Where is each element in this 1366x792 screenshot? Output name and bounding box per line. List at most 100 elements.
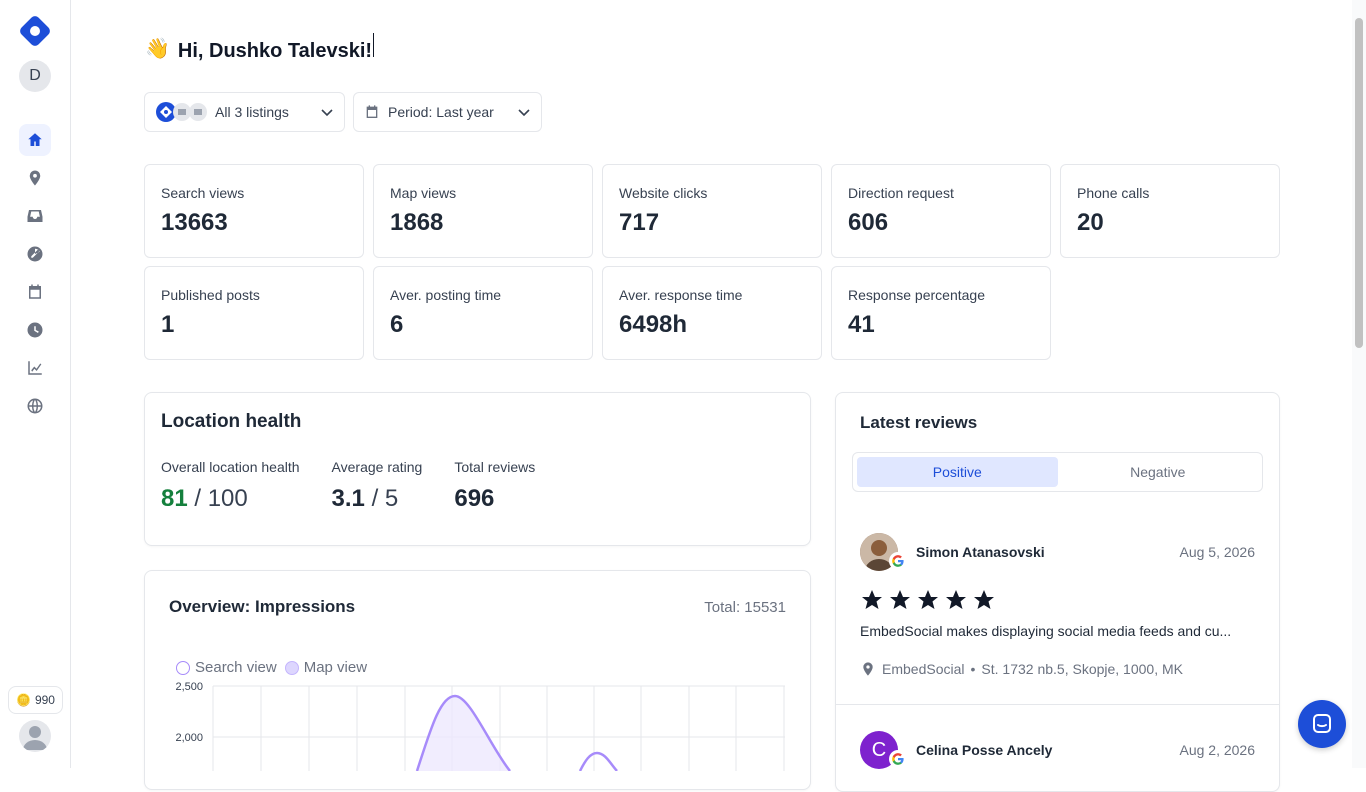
tab-negative[interactable]: Negative	[1130, 464, 1186, 480]
stat-value: 606	[848, 209, 889, 236]
location-pin-icon	[863, 662, 873, 676]
overall-health-value: 81	[161, 485, 188, 512]
y-tick-label: 2,000	[175, 732, 203, 744]
legend-search-view[interactable]: Search view	[176, 659, 277, 676]
coin-icon: 🪙	[16, 693, 31, 707]
stat-value: 41	[848, 311, 875, 338]
overview-impressions-panel: Overview: Impressions Total: 15531 Searc…	[144, 570, 811, 790]
impressions-chart: 2,500 2,000	[175, 681, 785, 771]
tab-positive[interactable]: Positive	[857, 457, 1058, 487]
stat-label: Aver. posting time	[390, 287, 502, 303]
review-tabs: Positive Negative	[852, 452, 1263, 492]
average-rating-max: / 5	[371, 485, 399, 512]
legend-dot-icon	[284, 661, 299, 676]
listing-avatars-icon	[155, 101, 207, 123]
stat-label: Website clicks	[619, 185, 708, 201]
stat-label: Map views	[390, 185, 457, 201]
listings-label: All 3 listings	[215, 104, 289, 120]
nav-calendar-icon[interactable]	[19, 276, 51, 308]
legend-dot-icon	[176, 661, 190, 676]
nav-history-icon[interactable]	[19, 314, 51, 346]
review-date: Aug 5, 2026	[1179, 544, 1255, 560]
stat-card-phone-calls: Phone calls 20	[1060, 164, 1280, 258]
nav-inbox-icon[interactable]	[19, 200, 51, 232]
chat-icon	[1313, 714, 1331, 733]
google-icon	[889, 750, 907, 768]
star-icon	[890, 590, 910, 609]
search-view-line	[415, 694, 511, 771]
user-profile-icon[interactable]	[19, 720, 51, 752]
scrollbar-thumb[interactable]	[1355, 18, 1363, 348]
credits-count: 990	[34, 693, 55, 707]
nav-posts-icon[interactable]	[19, 238, 51, 270]
review-address: St. 1732 nb.5, Skopje, 1000, MK	[981, 661, 1183, 677]
stat-value: 6498h	[619, 311, 688, 338]
account-avatar[interactable]: D	[19, 60, 51, 92]
nav-home-icon[interactable]	[19, 124, 51, 156]
reviewer-name: Celina Posse Ancely	[916, 742, 1053, 758]
star-icon	[974, 590, 994, 609]
stat-value: 13663	[161, 209, 228, 236]
legend-map-view[interactable]: Map view	[284, 659, 368, 676]
overall-health-label: Overall location health	[161, 459, 300, 475]
legend-map-label: Map view	[303, 659, 368, 676]
period-label: Period: Last year	[388, 104, 494, 120]
text-caret	[373, 33, 375, 57]
search-view-line-2	[578, 751, 618, 771]
chat-support-button[interactable]	[1298, 700, 1346, 748]
overview-total: Total: 15531	[704, 599, 786, 616]
credits-badge[interactable]: 🪙 990	[8, 686, 63, 714]
stat-value: 6	[390, 311, 404, 338]
location-health-title: Location health	[161, 411, 302, 432]
stat-label: Direction request	[848, 185, 954, 201]
overview-title: Overview: Impressions	[169, 597, 356, 616]
stat-label: Published posts	[161, 287, 260, 303]
total-reviews-value: 696	[454, 485, 495, 512]
total-reviews-label: Total reviews	[454, 459, 536, 475]
stat-card-direction-request: Direction request 606	[831, 164, 1051, 258]
legend-search-label: Search view	[195, 659, 277, 676]
page-scrollbar[interactable]	[1352, 0, 1366, 768]
stat-card-website-clicks: Website clicks 717	[602, 164, 822, 258]
nav-analytics-icon[interactable]	[19, 352, 51, 384]
review-divider	[836, 704, 1279, 705]
chevron-down-icon	[321, 109, 333, 117]
nav-globe-icon[interactable]	[19, 390, 51, 422]
y-tick-label: 2,500	[175, 681, 203, 693]
google-icon	[889, 552, 907, 570]
stat-value: 20	[1077, 209, 1104, 236]
location-health-panel: Location health Overall location health …	[144, 392, 811, 546]
latest-reviews-title: Latest reviews	[860, 413, 978, 432]
average-rating-label: Average rating	[331, 459, 423, 475]
review-date: Aug 2, 2026	[1179, 742, 1255, 758]
search-view-area	[417, 696, 510, 771]
stat-card-search-views: Search views 13663	[144, 164, 364, 258]
stat-label: Phone calls	[1077, 185, 1150, 201]
star-rating	[860, 588, 996, 612]
star-icon	[862, 590, 882, 609]
greeting-heading: 👋 Hi, Dushko Talevski!	[145, 33, 375, 63]
embedsocial-logo-icon[interactable]	[19, 15, 51, 47]
reviewer-name: Simon Atanasovski	[916, 544, 1045, 560]
chevron-down-icon	[518, 109, 530, 117]
nav-location-icon[interactable]	[19, 162, 51, 194]
review-location: EmbedSocial • St. 1732 nb.5, Skopje, 100…	[860, 661, 1183, 677]
average-rating-block: Average rating 3.1 / 5	[332, 459, 423, 513]
stat-value: 717	[619, 209, 660, 236]
chart-legend: Search view Map view	[176, 659, 367, 676]
stat-card-avg-response-time: Aver. response time 6498h	[602, 266, 822, 360]
average-rating-value: 3.1	[331, 485, 365, 512]
stat-card-response-percentage: Response percentage 41	[831, 266, 1051, 360]
review-location-name: EmbedSocial	[882, 661, 965, 677]
star-icon	[946, 590, 966, 609]
greeting-text: Hi, Dushko Talevski!	[177, 40, 373, 62]
listings-dropdown[interactable]: All 3 listings	[144, 92, 345, 132]
stat-card-map-views: Map views 1868	[373, 164, 593, 258]
stat-label: Search views	[161, 185, 245, 201]
wave-emoji-icon: 👋	[145, 37, 170, 60]
period-dropdown[interactable]: Period: Last year	[353, 92, 542, 132]
separator-dot: •	[970, 661, 976, 677]
stat-card-avg-posting-time: Aver. posting time 6	[373, 266, 593, 360]
star-icon	[918, 590, 938, 609]
stat-value: 1868	[390, 209, 444, 236]
